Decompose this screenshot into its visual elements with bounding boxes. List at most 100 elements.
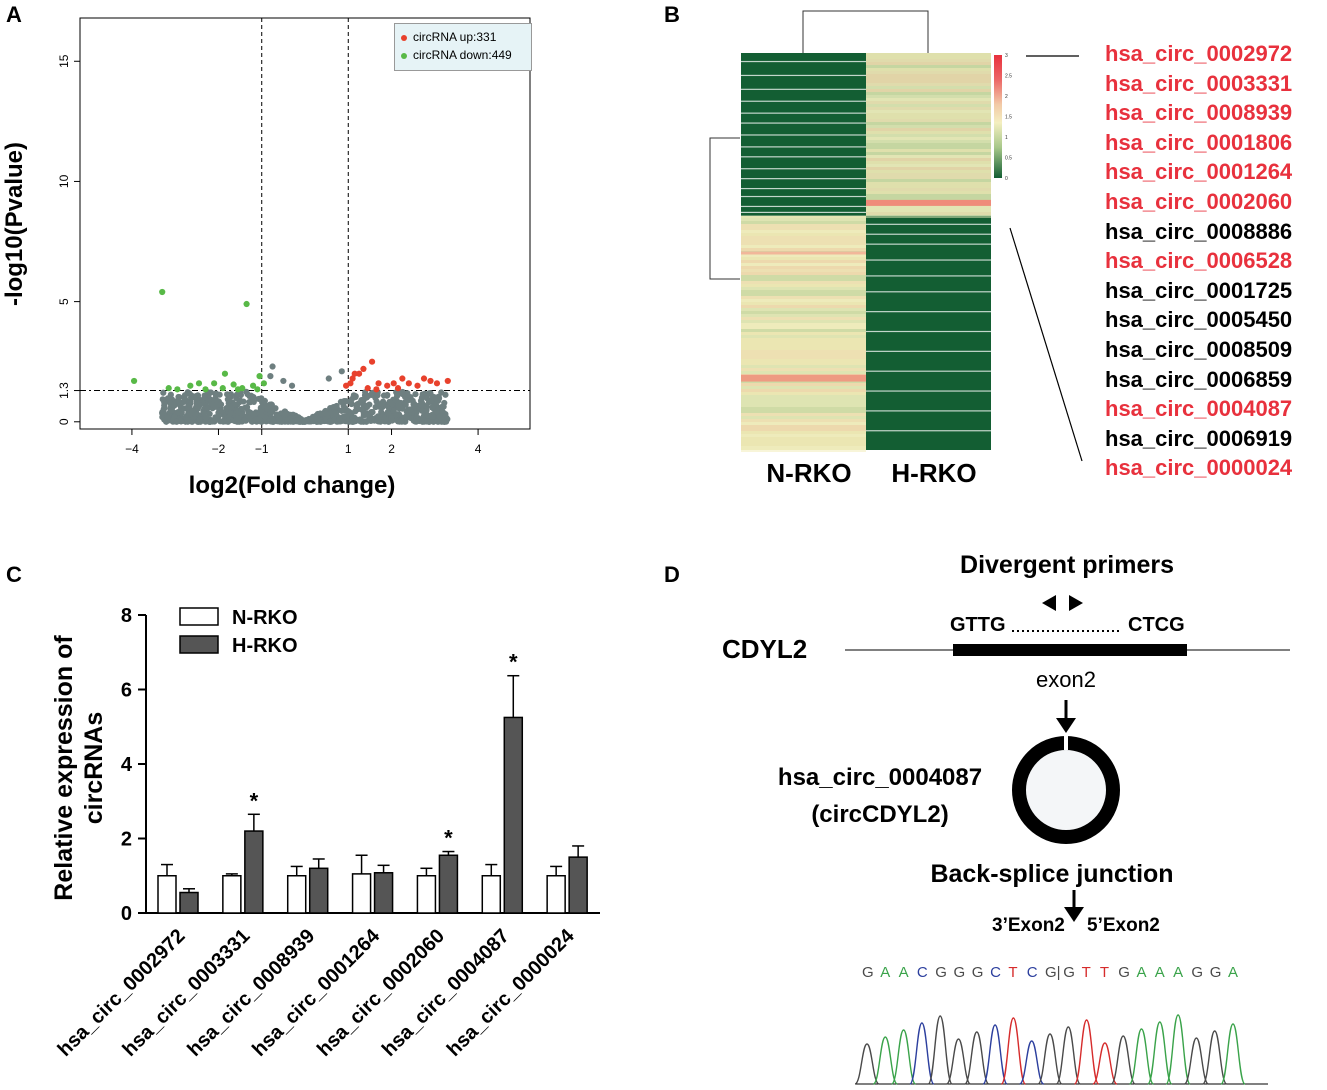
volcano-point-ns (442, 391, 449, 398)
volcano-point-ns (419, 391, 426, 398)
bar-category-label: hsa_circ_0004087 (378, 925, 514, 1061)
volcano-point-ns (161, 399, 168, 406)
primer-arrow-right-icon (1069, 595, 1083, 611)
legend-marker-down (401, 52, 407, 59)
volcano-point-ns (330, 417, 338, 424)
heatmap-row-texture (866, 59, 991, 62)
heatmap-highlight (741, 374, 866, 382)
bar-category-label: hsa_circ_0003331 (119, 925, 255, 1061)
sequence-base: A (1137, 964, 1147, 981)
heatmap-row-texture (866, 71, 991, 74)
heatmap-row-separator (866, 275, 991, 277)
volcano-point-ns (392, 411, 400, 418)
volcano-point-up (364, 385, 371, 392)
heatmap-row-texture (741, 266, 866, 269)
legend-label-down: circRNA down:449 (413, 48, 512, 62)
heatmap-row-texture (741, 296, 866, 299)
heatmap-row-texture (741, 317, 866, 320)
volcano-point-ns (389, 417, 396, 424)
legend-swatch-n-rko (179, 607, 219, 626)
heatmap-row-texture (866, 158, 991, 161)
volcano-point-down (211, 380, 218, 387)
heatmap-row-texture (741, 383, 866, 386)
volcano-point-up (405, 380, 412, 387)
volcano-point-ns (173, 418, 180, 425)
volcano-point-ns (231, 401, 239, 408)
colorbar-tick-label: 0 (1005, 176, 1008, 182)
circrna-ring-icon (1012, 736, 1120, 844)
volcano-point-ns (364, 411, 371, 419)
legend-label-up: circRNA up:331 (413, 30, 497, 44)
heatmap-row-texture (741, 287, 866, 290)
chromatogram-peak (1055, 1026, 1081, 1085)
volcano-point-ns (288, 418, 295, 425)
volcano-y-tick-label: 1.3 (57, 382, 71, 399)
heatmap-row-texture (866, 53, 991, 56)
volcano-point-ns (225, 397, 233, 405)
heatmap-row-texture (866, 77, 991, 80)
heatmap-row-texture (866, 194, 991, 197)
volcano-point-down (249, 382, 257, 389)
sequence-base: T (1008, 964, 1017, 981)
colorbar-tick-label: 3 (1005, 53, 1008, 59)
volcano-point-ns (350, 392, 357, 399)
heatmap-row-texture (866, 140, 991, 143)
heatmap-row-texture (741, 335, 866, 338)
panel-label-a: A (6, 2, 22, 27)
heatmap-row-texture (741, 275, 866, 278)
cluster-connector-bottom (1009, 227, 1083, 462)
volcano-point-ns (322, 410, 330, 417)
heatmap-row-texture (741, 404, 866, 407)
sequence-base: G (1118, 964, 1130, 981)
volcano-legend: circRNA up:331 circRNA down:449 (394, 23, 532, 71)
volcano-point-ns (423, 403, 430, 410)
heatmap-row-texture (866, 188, 991, 191)
volcano-point-ns (332, 403, 340, 410)
gene-label: hsa_circ_0001725 (1105, 277, 1293, 303)
colorbar-tick-label: 1.5 (1005, 115, 1012, 121)
heatmap-row-texture (866, 152, 991, 155)
heatmap: 0 0.5 1 1.5 2 2.5 3 N-RKO H-RKO (709, 10, 1083, 488)
exon2-label: exon2 (1036, 667, 1096, 692)
heatmap-row-texture (741, 389, 866, 392)
heatmap-row-texture (741, 227, 866, 230)
volcano-point-ns (201, 392, 208, 399)
sequence-base: G (1210, 964, 1222, 981)
chromatogram-peak (964, 1031, 990, 1085)
heatmap-row-texture (741, 368, 866, 371)
heatmap-row-texture (741, 359, 866, 362)
volcano-point-up (427, 377, 434, 385)
volcano-point-ns (238, 410, 245, 418)
volcano-point-down (165, 385, 172, 392)
heatmap-row-texture (866, 86, 991, 89)
heatmap-row-texture (741, 242, 866, 245)
junction-gap (1064, 734, 1068, 750)
heatmap-row-texture (866, 113, 991, 116)
panel-label-b: B (664, 2, 680, 27)
heatmap-row-separator (741, 74, 866, 77)
heatmap-row-texture (866, 110, 991, 113)
volcano-point-ns (441, 418, 448, 425)
heatmap-highlight (866, 199, 991, 206)
volcano-point-ns (429, 404, 436, 411)
volcano-point-down (187, 382, 194, 389)
volcano-point-ns (250, 411, 258, 418)
chromatogram-peak (1220, 1023, 1246, 1085)
volcano-point-ns (369, 409, 376, 416)
heatmap-column-label-h-rko: H-RKO (891, 458, 976, 488)
heatmap-row-separator (866, 330, 991, 333)
gene-label: hsa_circ_0005450 (1105, 307, 1293, 333)
heatmap-row-texture (741, 299, 866, 302)
volcano-point-down (221, 370, 229, 377)
gene-label: hsa_circ_0008939 (1105, 100, 1293, 126)
volcano-point-ns (412, 391, 419, 398)
volcano-point-ns (175, 398, 182, 405)
heatmap-row-texture (741, 332, 866, 335)
volcano-point-ns (363, 418, 370, 425)
sequence-base: G (954, 964, 966, 981)
heatmap-row-texture (866, 182, 991, 185)
volcano-point-ns (269, 416, 276, 423)
volcano-point-ns (245, 408, 252, 415)
circrna-name: hsa_circ_0004087 (778, 764, 982, 791)
heatmap-row-texture (741, 341, 866, 344)
